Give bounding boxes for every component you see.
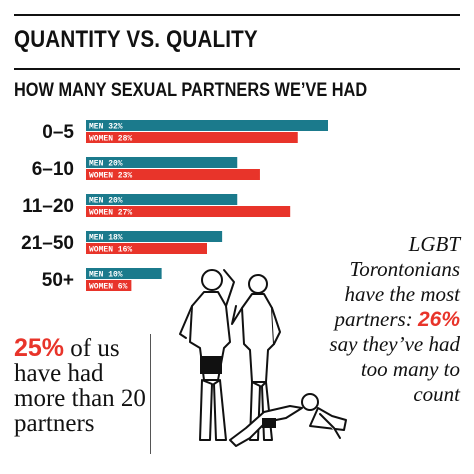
bar-value-label: WOMEN 16% — [89, 246, 132, 255]
bar-women — [86, 206, 291, 217]
category-label: 50+ — [42, 270, 74, 291]
bar-women — [86, 169, 260, 180]
figure-standing-left — [179, 269, 235, 441]
bar-men — [86, 120, 328, 131]
callout-left: 25% of us have had more than 20 partners — [14, 334, 150, 437]
callout-right: LGBT Torontonians have the most partners… — [310, 232, 460, 407]
figure-reclining — [229, 393, 347, 447]
page-title: QUANTITY VS. QUALITY — [14, 26, 258, 53]
illustration-figures — [179, 269, 347, 447]
bar-value-label: MEN 18% — [89, 234, 123, 243]
bar-men — [86, 157, 238, 168]
bar-women — [86, 132, 298, 143]
bar-value-label: WOMEN 28% — [89, 135, 132, 144]
bar-value-label: WOMEN 6% — [89, 283, 128, 292]
bar-value-label: MEN 20% — [89, 197, 123, 206]
callout-right-text-before: LGBT Torontonians have the most partners… — [334, 232, 460, 331]
category-label: 0–5 — [42, 122, 74, 143]
callout-right-highlight: 26% — [417, 308, 460, 331]
callout-left-highlight: 25% — [14, 334, 65, 362]
bar-chart: 0–5 MEN 32% WOMEN 28% 6–10 MEN 20% WOMEN 23% 1… — [21, 120, 328, 292]
bar-men — [86, 268, 162, 279]
bar-value-label: MEN 10% — [89, 271, 123, 280]
category-label: 11–20 — [22, 196, 74, 217]
bar-value-label: WOMEN 23% — [89, 172, 132, 181]
bar-value-label: MEN 32% — [89, 123, 123, 132]
bar-men — [86, 194, 238, 205]
callout-divider — [150, 334, 151, 454]
bar-value-label: WOMEN 27% — [89, 209, 132, 218]
title-rule — [14, 68, 460, 70]
chart-subtitle: HOW MANY SEXUAL PARTNERS WE’VE HAD — [14, 80, 368, 101]
top-rule — [14, 14, 460, 16]
callout-right-text-after: say they’ve had too many to count — [329, 332, 460, 406]
category-label: 6–10 — [32, 159, 74, 180]
bar-women — [86, 243, 207, 254]
callout-left-text: of us have had more than 20 partners — [14, 335, 146, 437]
category-label: 21–50 — [21, 233, 74, 254]
bar-value-label: MEN 20% — [89, 160, 123, 169]
bar-men — [86, 231, 223, 242]
bar-women — [86, 280, 132, 291]
